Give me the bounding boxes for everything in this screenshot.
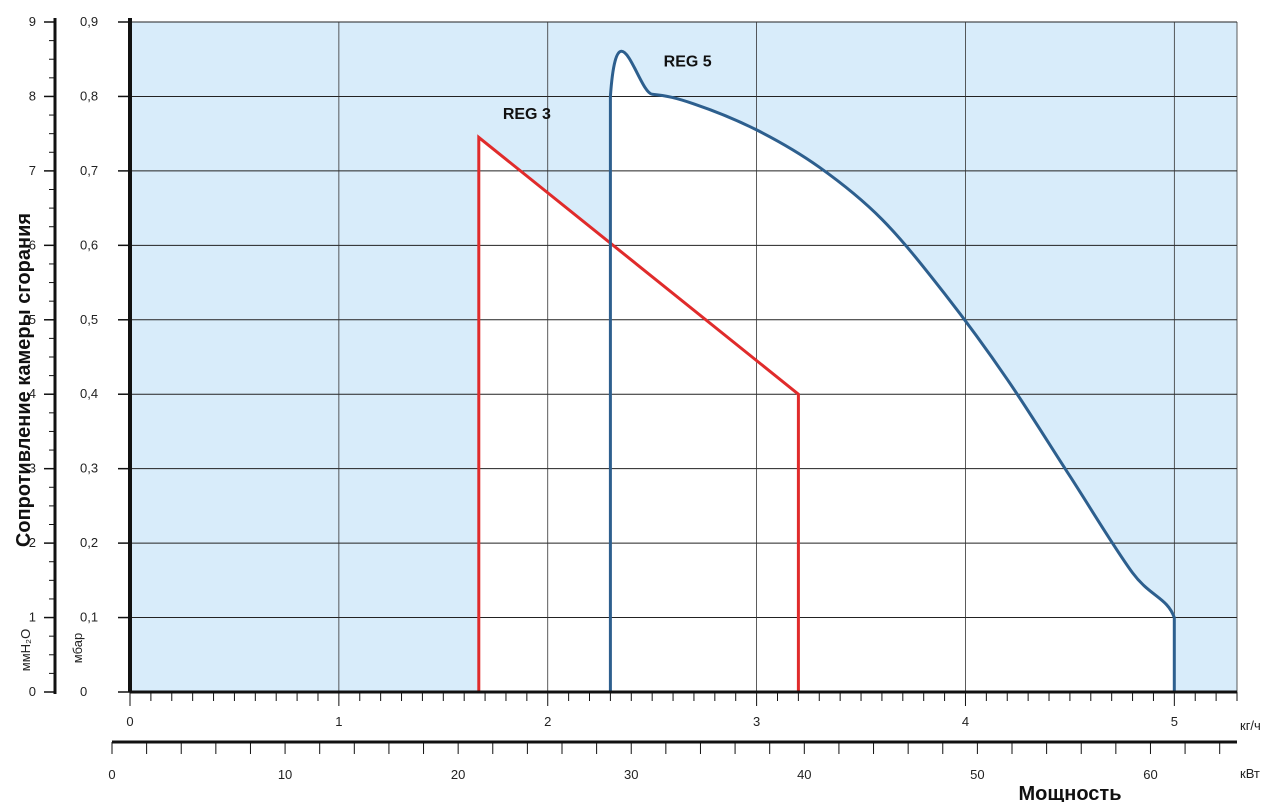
axes-layer [44, 18, 1238, 754]
y-tick-label: 0,4 [80, 386, 98, 401]
y-units-mmh2o: ммH₂O [18, 629, 33, 671]
y-axis-label: Сопротивление камеры сгорания [13, 213, 35, 547]
x-units-label: кг/ч [1240, 718, 1261, 733]
series-layer [477, 49, 1176, 692]
series-line-reg-5 [608, 49, 1176, 692]
y-tick-label: 0,5 [80, 312, 98, 327]
y-tick-label: 0,8 [80, 88, 98, 103]
y-tick-label: 0,9 [80, 14, 98, 29]
x2-units-label: кВт [1240, 766, 1260, 781]
grid-lines [130, 21, 1238, 692]
x2-tick-label: 20 [451, 767, 465, 782]
y-tick-label: 0,1 [80, 610, 98, 625]
x-tick-label: 3 [753, 714, 760, 729]
x2-tick-label: 40 [797, 767, 811, 782]
x2-tick-label: 0 [108, 767, 115, 782]
y2-tick-label: 9 [29, 14, 36, 29]
x-tick-label: 0 [126, 714, 133, 729]
x2-tick-label: 60 [1143, 767, 1157, 782]
y2-tick-label: 3 [29, 461, 36, 476]
annotation-reg-3: REG 3 [503, 106, 551, 123]
x2-tick-label: 10 [278, 767, 292, 782]
x2-tick-label: 30 [624, 767, 638, 782]
y-tick-label: 0,6 [80, 237, 98, 252]
y2-tick-label: 4 [29, 386, 36, 401]
x-axis-label: Мощность [1019, 783, 1122, 802]
y2-tick-label: 1 [29, 610, 36, 625]
y2-tick-label: 0 [29, 684, 36, 699]
y-units-mbar: мбар [70, 633, 85, 663]
series-line-reg-3 [477, 134, 800, 692]
y2-tick-label: 5 [29, 312, 36, 327]
y-tick-label: 0 [80, 684, 87, 699]
x2-tick-label: 50 [970, 767, 984, 782]
y-tick-label: 0,2 [80, 535, 98, 550]
y-tick-label: 0,3 [80, 461, 98, 476]
text-layer: 0 0,1 0,2 0,3 0,4 0,5 0,6 0,7 0,8 0,9 0 1 2 3 4 5 6 7 8 9 0 1… [29, 14, 1178, 782]
y2-tick-label: 6 [29, 237, 36, 252]
series-fill-reg-5 [610, 51, 1175, 693]
y-tick-label: 0,7 [80, 163, 98, 178]
curve-fill-layer [478, 51, 1175, 693]
annotation-reg-5: REG 5 [664, 54, 712, 71]
x-tick-label: 5 [1171, 714, 1178, 729]
x-tick-label: 1 [335, 714, 342, 729]
y2-tick-label: 7 [29, 163, 36, 178]
x-tick-label: 4 [962, 714, 969, 729]
x-tick-label: 2 [544, 714, 551, 729]
y2-tick-label: 2 [29, 535, 36, 550]
y2-tick-label: 8 [29, 88, 36, 103]
